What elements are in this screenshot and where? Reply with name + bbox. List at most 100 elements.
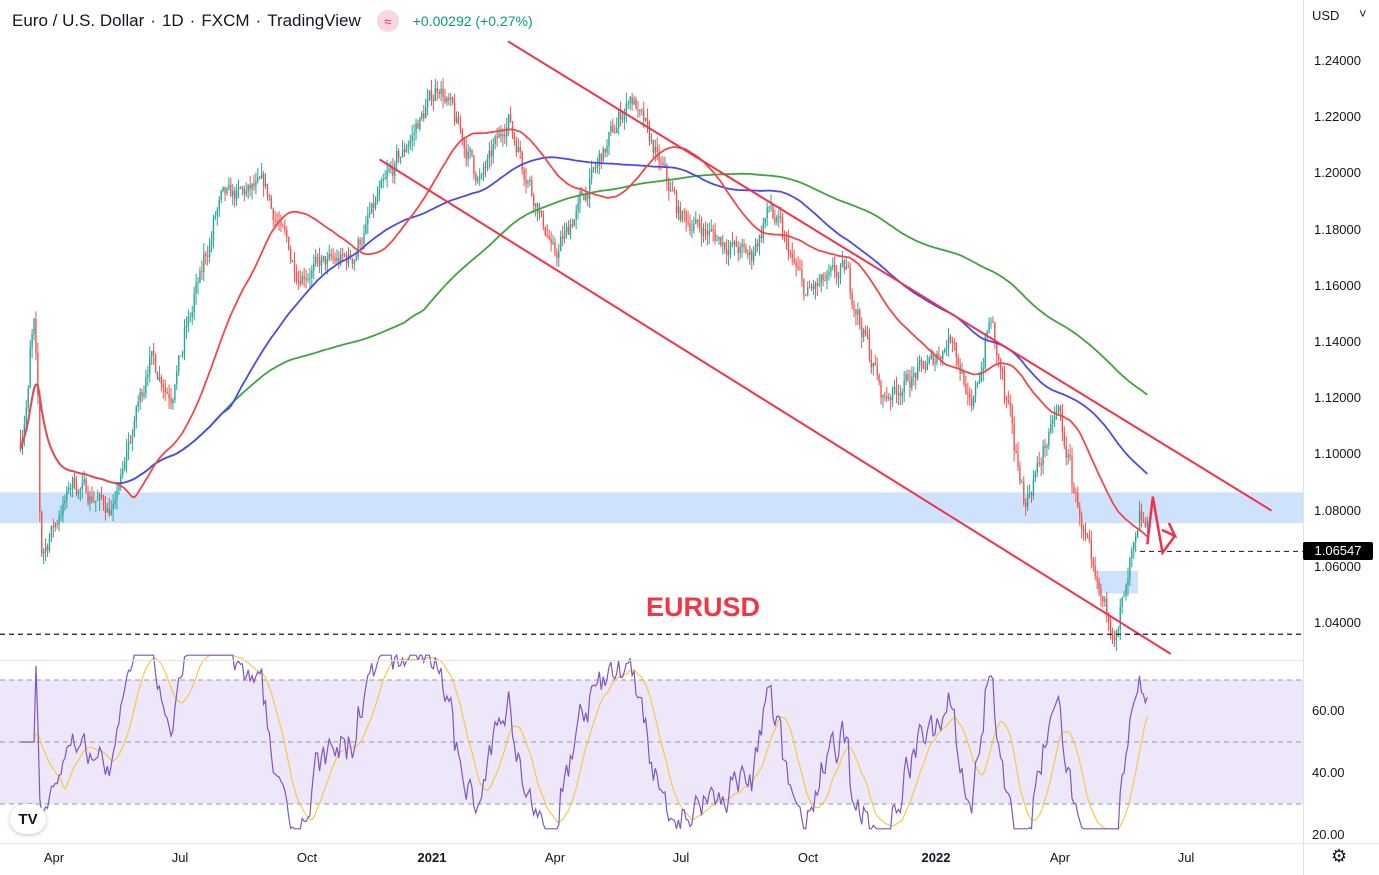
candle-body (498, 133, 500, 139)
candle-body (1040, 462, 1042, 466)
candle-body (704, 229, 707, 231)
candle-body (1086, 534, 1089, 538)
candle-body (496, 136, 498, 139)
candle-body (376, 194, 379, 203)
candle-body (830, 267, 832, 272)
candle-body (546, 235, 548, 237)
candle-body (689, 223, 691, 231)
candle-body (235, 190, 238, 200)
candle-body (870, 359, 873, 368)
candle-body (129, 442, 132, 444)
platform-label: TradingView (267, 11, 361, 30)
candle-body (969, 394, 971, 399)
candle-body (905, 374, 907, 381)
candle-body (832, 265, 834, 268)
candle-body (685, 211, 687, 223)
candle-body (936, 353, 938, 363)
candle-body (712, 229, 714, 232)
candle-body (218, 199, 220, 210)
candle-body (1001, 369, 1004, 372)
channel-lower-line[interactable] (378, 158, 1172, 655)
candle-body (521, 151, 523, 170)
price-tick-label: 1.22000 (1314, 109, 1361, 125)
time-tick-label: Jul (1177, 850, 1195, 865)
candle-body (95, 500, 97, 502)
candle-body (791, 253, 793, 259)
candle-body (907, 374, 909, 381)
indicator-icon[interactable]: ≈ (376, 10, 399, 32)
candle-body (31, 334, 33, 348)
candle-body (124, 461, 126, 470)
candle-body (930, 353, 932, 359)
candle-body (272, 208, 274, 220)
candle-body (154, 354, 157, 373)
candle-body (799, 268, 801, 270)
candle-body (845, 266, 847, 270)
candle-body (369, 212, 371, 215)
candle-body (563, 232, 566, 239)
candle-body (859, 310, 861, 326)
candle-body (741, 244, 743, 247)
rsi-tick-label: 60.00 (1312, 703, 1345, 718)
candle-body (700, 227, 703, 237)
candle-body (600, 153, 602, 162)
candle-body (426, 98, 429, 108)
symbol-name[interactable]: Euro / U.S. Dollar (12, 11, 145, 30)
candle-body (633, 99, 635, 105)
candle-body (299, 281, 301, 285)
candle-body (403, 149, 406, 152)
candle-body (976, 382, 979, 385)
candle-body (615, 127, 618, 133)
chevron-down-icon[interactable]: ˅ (1359, 6, 1367, 21)
candle-body (122, 469, 124, 475)
candle-body (1119, 606, 1121, 630)
tradingview-logo[interactable]: TV (10, 804, 46, 834)
candle-body (367, 214, 369, 224)
candle-body (457, 117, 460, 125)
candle-body (882, 395, 884, 398)
price-tick-label: 1.16000 (1314, 277, 1361, 293)
candle-body (1046, 445, 1048, 448)
candle-body (621, 118, 624, 120)
candle-body (189, 316, 191, 318)
candle-body (370, 203, 373, 213)
candle-body (197, 282, 199, 284)
candle-body (986, 331, 988, 337)
candle-body (44, 546, 47, 552)
candle-body (1057, 406, 1060, 412)
candle-body (629, 97, 631, 104)
candle-body (60, 515, 62, 517)
channel-upper-line[interactable] (507, 40, 1273, 512)
candle-body (698, 222, 701, 228)
candle-body (911, 376, 913, 388)
candle-body (247, 184, 249, 192)
price-tick-label: 1.10000 (1314, 446, 1361, 462)
candle-body (58, 516, 60, 525)
candle-body (1015, 450, 1017, 453)
candle-body (824, 280, 826, 282)
chart-annotation: EURUSD (646, 592, 761, 622)
candle-body (523, 169, 525, 179)
candle-body (536, 203, 539, 214)
candle-body (293, 261, 296, 274)
candle-body (237, 187, 240, 191)
candle-body (901, 392, 903, 397)
candle-body (654, 146, 656, 153)
candle-body (208, 246, 211, 257)
gear-icon[interactable]: ⚙ (1331, 846, 1348, 866)
currency-selector[interactable]: USD (1312, 8, 1340, 23)
candle-body (1107, 612, 1110, 622)
candle-body (1134, 536, 1137, 542)
time-tick-label: Jul (171, 850, 189, 865)
candle-body (504, 134, 506, 137)
interval-label[interactable]: 1D (161, 11, 184, 30)
candle-body (48, 537, 51, 551)
candles (19, 78, 1148, 652)
candle-body (332, 256, 334, 258)
candle-body (480, 174, 483, 177)
candle-body (945, 348, 948, 350)
candle-body (127, 442, 130, 450)
candle-body (727, 250, 730, 255)
candle-body (560, 236, 562, 252)
